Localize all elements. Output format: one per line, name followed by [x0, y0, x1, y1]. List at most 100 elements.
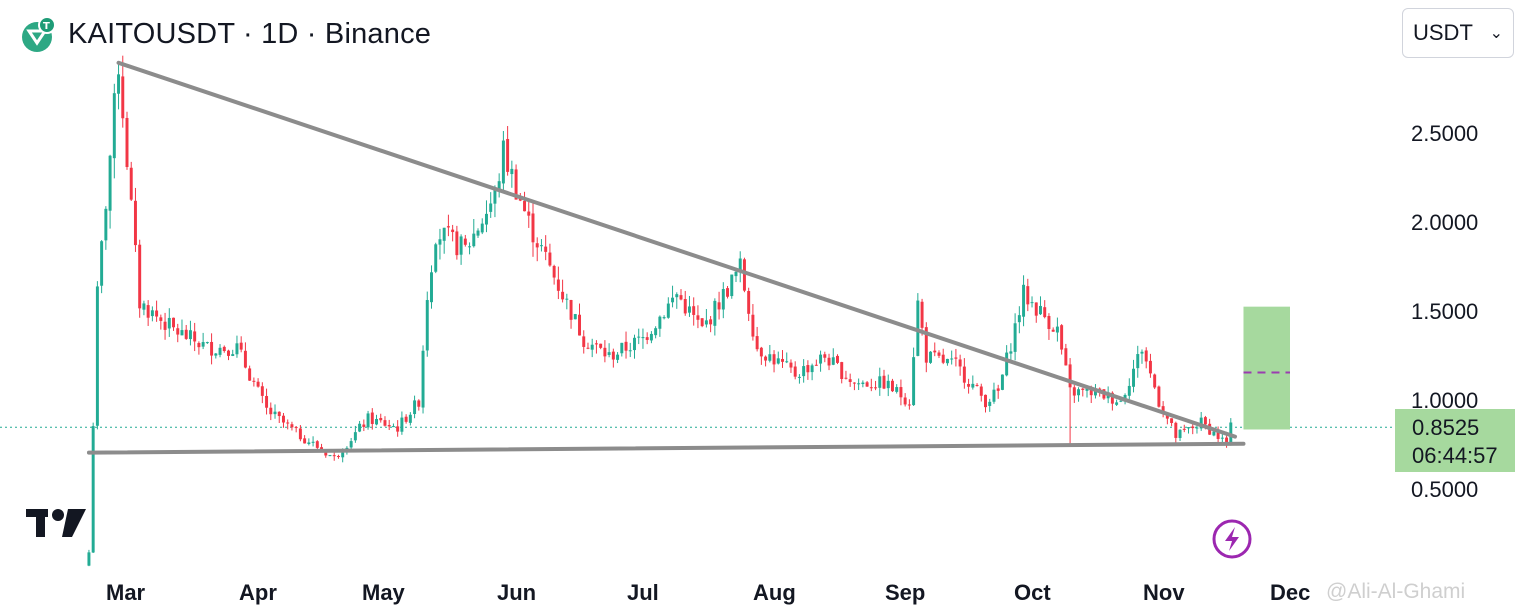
candle-body: [962, 366, 966, 383]
candle-body: [434, 244, 438, 272]
candle-body: [146, 305, 150, 318]
trendline: [116, 60, 1238, 439]
candle-body: [332, 455, 336, 457]
candle-body: [789, 362, 793, 368]
bar-countdown: 06:44:57: [1412, 443, 1498, 468]
candle-body: [971, 383, 975, 388]
candle-body: [404, 416, 408, 422]
x-tick: Nov: [1143, 580, 1185, 605]
candle-body: [890, 380, 894, 392]
candle-body: [400, 417, 404, 432]
candle-body: [561, 291, 565, 300]
candle-body: [734, 271, 738, 277]
candle-body: [603, 347, 607, 357]
candle-body: [493, 189, 497, 204]
candle-body: [184, 329, 188, 339]
candle-body: [370, 412, 374, 424]
candle-body: [104, 208, 108, 241]
candle-body: [992, 389, 996, 402]
candle-body: [717, 302, 721, 310]
candle-body: [442, 227, 446, 241]
candle-body: [1153, 374, 1157, 388]
candle-body: [1039, 305, 1042, 315]
candle-body: [1140, 351, 1144, 354]
candle-body: [1110, 392, 1114, 404]
candle-body: [1170, 418, 1174, 423]
candle-body: [544, 246, 548, 252]
candle-body: [641, 337, 645, 339]
candle-body: [1055, 326, 1059, 333]
symbol-title[interactable]: KAITOUSDT · 1D · Binance: [68, 17, 432, 50]
candle-body: [759, 347, 763, 357]
candle-body: [556, 279, 560, 291]
candle-body: [607, 352, 611, 355]
candle-body: [1225, 437, 1229, 444]
candle-body: [590, 344, 594, 350]
candle-body: [328, 455, 332, 457]
candle-body: [984, 394, 987, 408]
candle-body: [510, 168, 514, 175]
candle-body: [430, 272, 433, 303]
candle-body: [133, 200, 137, 246]
candle-body: [1161, 406, 1165, 414]
candle-body: [417, 400, 421, 407]
candle-body: [713, 300, 717, 326]
candle-body: [341, 452, 345, 458]
candle-body: [700, 318, 704, 327]
candle-body: [176, 328, 180, 335]
tradingview-logo[interactable]: [24, 505, 92, 544]
candle-body: [1043, 307, 1047, 318]
lightning-icon[interactable]: [1211, 518, 1253, 565]
candle-body: [539, 245, 543, 247]
candle-body: [764, 356, 768, 361]
x-tick: Sep: [885, 580, 926, 605]
x-tick: Jun: [497, 580, 537, 605]
x-tick: Apr: [239, 580, 277, 605]
candle-body: [1136, 354, 1140, 369]
candle-body: [362, 424, 366, 427]
candle-body: [814, 364, 818, 366]
candle-body: [738, 258, 742, 272]
candle-body: [506, 138, 510, 172]
currency-selector[interactable]: USDT ⌄: [1402, 8, 1514, 58]
candle-body: [129, 167, 133, 200]
candle-body: [1187, 427, 1190, 429]
candle-body: [907, 404, 911, 406]
candle-body: [150, 310, 154, 317]
candle-body: [662, 317, 666, 319]
candle-body: [121, 76, 125, 119]
x-tick: Jul: [627, 580, 659, 605]
candle-body: [882, 375, 886, 389]
candle-body: [1017, 315, 1021, 323]
candle-body: [548, 252, 552, 266]
candle-body: [696, 315, 700, 320]
candle-body: [852, 382, 856, 384]
target-box: [1243, 306, 1290, 430]
candle-body: [751, 314, 755, 337]
candle-body: [425, 300, 429, 351]
candle-body: [142, 303, 146, 310]
candle-body: [941, 354, 945, 363]
candle-body: [159, 317, 163, 321]
candle-body: [996, 388, 1000, 391]
candle-body: [231, 354, 235, 356]
candle-body: [227, 350, 230, 356]
candle-body: [358, 423, 362, 432]
candle-body: [1220, 437, 1224, 439]
candle-body: [298, 428, 302, 440]
candle-body: [497, 181, 501, 190]
candle-body: [273, 411, 277, 415]
candle-body: [315, 441, 319, 448]
x-tick: Mar: [106, 580, 146, 605]
candle-body: [687, 306, 691, 313]
candle-body: [721, 289, 725, 310]
candle-body: [408, 414, 412, 423]
candle-body: [1119, 400, 1123, 402]
candle-body: [582, 336, 586, 347]
candle-body: [1072, 387, 1076, 396]
candle-body: [1013, 323, 1017, 352]
candle-body: [924, 327, 928, 363]
candle-body: [810, 365, 814, 373]
candle-body: [484, 213, 488, 225]
